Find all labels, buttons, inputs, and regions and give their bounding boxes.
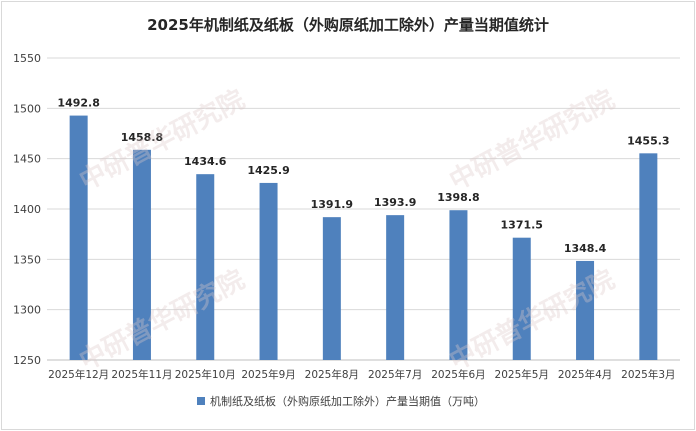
bar bbox=[512, 237, 531, 360]
x-tick-label: 2025年12月 bbox=[48, 368, 109, 381]
bar bbox=[132, 149, 151, 360]
y-tick-label: 1500 bbox=[13, 102, 41, 115]
x-tick-label: 2025年5月 bbox=[495, 368, 549, 381]
bars bbox=[69, 115, 658, 361]
bar bbox=[69, 115, 88, 361]
data-label: 1348.4 bbox=[564, 242, 607, 255]
bar bbox=[449, 210, 468, 360]
x-tick-label: 2025年11月 bbox=[111, 368, 172, 381]
data-label: 1434.6 bbox=[184, 155, 227, 168]
x-tick-label: 2025年6月 bbox=[431, 368, 485, 381]
x-tick-label: 2025年8月 bbox=[305, 368, 359, 381]
gridlines bbox=[47, 57, 680, 361]
data-labels: 1492.8 1458.8 1434.6 1425.9 1391.9 1393.9 1398… bbox=[57, 97, 669, 255]
y-tick-label: 1400 bbox=[13, 203, 41, 216]
data-label: 1398.8 bbox=[437, 191, 479, 204]
bar bbox=[322, 217, 341, 360]
y-tick-label: 1350 bbox=[13, 253, 41, 266]
bar bbox=[639, 153, 658, 360]
legend-label: 机制纸及纸板（外购原纸加工除外）产量当期值（万吨） bbox=[210, 394, 485, 408]
chart-title: 2025年机制纸及纸板（外购原纸加工除外）产量当期值统计 bbox=[147, 16, 549, 34]
y-tick-label: 1250 bbox=[13, 354, 41, 367]
x-tick-label: 2025年7月 bbox=[368, 368, 422, 381]
data-label: 1458.8 bbox=[121, 131, 163, 144]
bar bbox=[386, 215, 405, 360]
x-tick-label: 2025年3月 bbox=[621, 368, 675, 381]
bar bbox=[259, 182, 278, 360]
data-label: 1391.9 bbox=[311, 198, 353, 211]
y-tick-label: 1300 bbox=[13, 304, 41, 317]
bar bbox=[196, 174, 215, 360]
x-tick-label: 2025年4月 bbox=[558, 368, 612, 381]
legend: 机制纸及纸板（外购原纸加工除外）产量当期值（万吨） bbox=[197, 394, 485, 408]
y-tick-label: 1550 bbox=[13, 52, 41, 65]
bar bbox=[576, 260, 595, 360]
legend-swatch bbox=[197, 397, 205, 405]
x-tick-label: 2025年9月 bbox=[241, 368, 295, 381]
data-label: 1425.9 bbox=[247, 164, 289, 177]
data-label: 1371.5 bbox=[501, 219, 543, 232]
data-label: 1393.9 bbox=[374, 196, 416, 209]
data-label: 1455.3 bbox=[627, 134, 669, 147]
x-tick-label: 2025年10月 bbox=[175, 368, 236, 381]
y-tick-label: 1450 bbox=[13, 153, 41, 166]
data-label: 1492.8 bbox=[57, 97, 99, 110]
x-tick-labels: 2025年12月 2025年11月 2025年10月 2025年9月 2025年8月 20… bbox=[48, 368, 675, 381]
y-tick-labels: 1250 1300 1350 1400 1450 1500 1550 bbox=[13, 52, 41, 367]
